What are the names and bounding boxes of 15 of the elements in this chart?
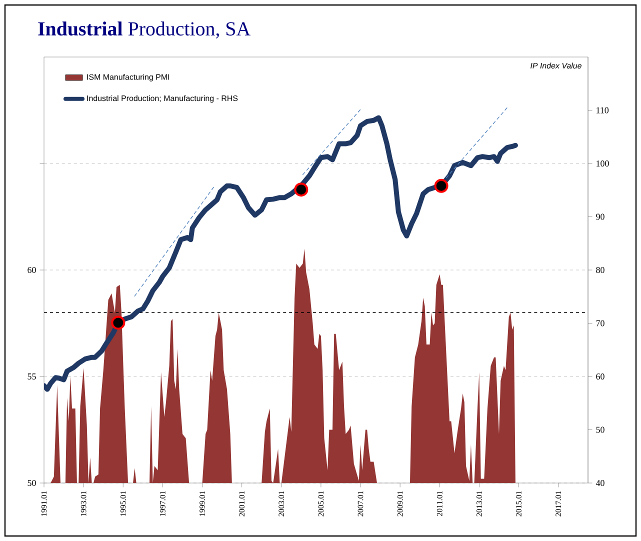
- y2-tick-label: 70: [596, 320, 604, 326]
- point: [111, 316, 126, 330]
- point: [294, 182, 308, 197]
- point: [434, 178, 448, 193]
- y-tick-label: 55: [28, 374, 36, 380]
- y2-tick-label: 90: [596, 214, 604, 220]
- y-tick-label: 60: [28, 266, 36, 274]
- y2-tick-label: 100: [596, 160, 609, 167]
- y2-tick-label: 40: [596, 480, 604, 486]
- y2-tick-label: 50: [596, 426, 604, 433]
- y2-tick-label: 60: [596, 373, 604, 380]
- chart-title: Industrial Production, SA: [38, 22, 250, 38]
- y-tick-label: 50: [28, 480, 36, 486]
- y2-tick-label: 110: [596, 107, 609, 114]
- y2-tick-label: 80: [596, 266, 604, 274]
